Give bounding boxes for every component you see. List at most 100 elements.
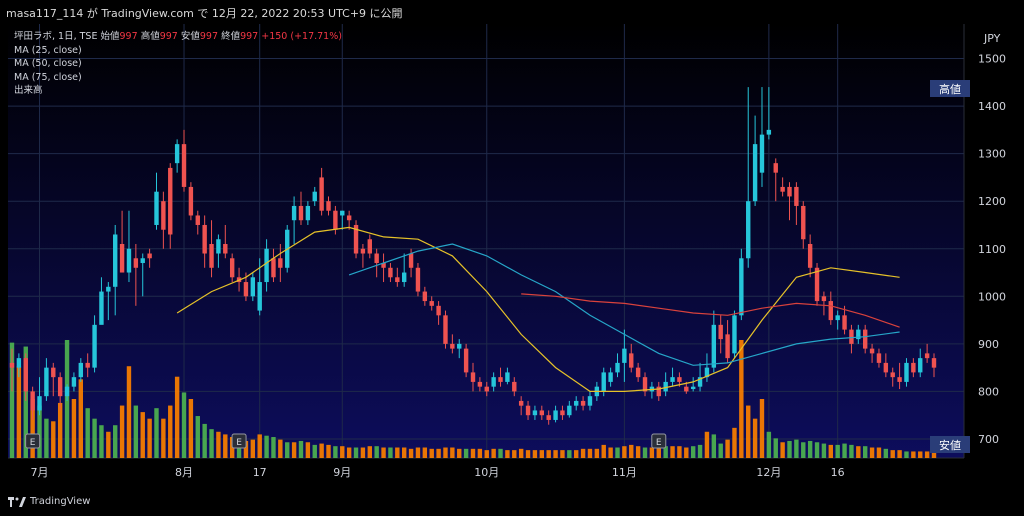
candle-body[interactable] xyxy=(346,215,352,221)
candle-body[interactable] xyxy=(615,362,620,373)
candle-body[interactable] xyxy=(904,362,909,382)
candle-body[interactable] xyxy=(918,358,923,373)
candle-body[interactable] xyxy=(367,239,372,254)
candle-body[interactable] xyxy=(340,210,345,216)
candle-body[interactable] xyxy=(37,396,42,411)
candle-body[interactable] xyxy=(525,405,531,416)
candle-body[interactable] xyxy=(133,258,139,268)
candle-body[interactable] xyxy=(711,324,717,368)
candle-body[interactable] xyxy=(931,358,937,368)
candle-body[interactable] xyxy=(250,277,256,297)
candle-body[interactable] xyxy=(422,291,428,302)
candle-body[interactable] xyxy=(92,324,97,368)
candle-body[interactable] xyxy=(216,239,221,254)
candle-body[interactable] xyxy=(443,315,448,344)
candle-body[interactable] xyxy=(553,410,558,420)
candle-body[interactable] xyxy=(388,267,393,278)
candle-body[interactable] xyxy=(601,372,606,392)
candle-body[interactable] xyxy=(539,410,545,416)
candle-body[interactable] xyxy=(814,267,820,302)
candle-body[interactable] xyxy=(264,248,269,283)
candle-body[interactable] xyxy=(429,301,434,306)
candle-body[interactable] xyxy=(271,258,276,278)
candle-body[interactable] xyxy=(842,315,847,330)
candle-body[interactable] xyxy=(278,258,283,268)
candle-body[interactable] xyxy=(305,205,311,221)
candle-body[interactable] xyxy=(319,177,324,211)
candle-body[interactable] xyxy=(395,277,400,283)
candle-body[interactable] xyxy=(140,258,145,264)
candle-body[interactable] xyxy=(16,358,22,368)
candle-body[interactable] xyxy=(188,186,194,216)
candle-body[interactable] xyxy=(732,315,737,354)
candle-body[interactable] xyxy=(635,367,641,378)
candle-body[interactable] xyxy=(312,191,317,202)
candle-body[interactable] xyxy=(408,253,414,268)
chart-frame[interactable]: E E E 700 800 900 1000 1100 1200 1300 1400 1500 7月… xyxy=(8,24,1016,488)
candle-body[interactable] xyxy=(746,201,751,259)
ohlc-legend-row[interactable]: 坪田ラボ, 1日, TSE 始値997 高値997 安値997 終値997 +1… xyxy=(14,30,342,44)
candle-body[interactable] xyxy=(381,263,386,268)
candle-body[interactable] xyxy=(684,386,689,392)
candle-body[interactable] xyxy=(876,353,882,363)
candle-body[interactable] xyxy=(78,362,84,378)
ma50-legend[interactable]: MA (50, close) xyxy=(14,58,82,69)
volume-legend[interactable]: 出来高 xyxy=(14,85,43,96)
candle-body[interactable] xyxy=(291,205,297,221)
candle-body[interactable] xyxy=(30,391,35,411)
candle-body[interactable] xyxy=(835,315,840,321)
earnings-marker[interactable] xyxy=(231,433,247,449)
candle-body[interactable] xyxy=(374,253,379,264)
candle-body[interactable] xyxy=(897,377,902,382)
candle-body[interactable] xyxy=(512,381,517,392)
candle-body[interactable] xyxy=(229,258,235,278)
candle-body[interactable] xyxy=(608,372,613,382)
candle-body[interactable] xyxy=(154,191,159,225)
candle-body[interactable] xyxy=(401,272,407,283)
candle-body[interactable] xyxy=(828,301,833,321)
candle-body[interactable] xyxy=(106,286,111,292)
candle-body[interactable] xyxy=(518,400,524,406)
candle-body[interactable] xyxy=(622,348,627,363)
candle-body[interactable] xyxy=(690,386,696,390)
earnings-marker[interactable] xyxy=(651,433,667,449)
candle-body[interactable] xyxy=(44,367,49,397)
candle-body[interactable] xyxy=(326,201,331,211)
candle-body[interactable] xyxy=(450,343,455,349)
candle-body[interactable] xyxy=(663,381,668,392)
candle-body[interactable] xyxy=(869,348,875,354)
candle-body[interactable] xyxy=(333,210,338,230)
candle-body[interactable] xyxy=(567,405,572,416)
candle-body[interactable] xyxy=(463,348,469,373)
candle-body[interactable] xyxy=(801,205,806,240)
candle-body[interactable] xyxy=(759,134,765,173)
candle-body[interactable] xyxy=(546,415,551,420)
candle-body[interactable] xyxy=(99,291,104,325)
candle-body[interactable] xyxy=(57,377,63,397)
candle-body[interactable] xyxy=(725,334,730,359)
candle-body[interactable] xyxy=(794,186,799,206)
candle-body[interactable] xyxy=(181,144,187,187)
ma75-legend[interactable]: MA (75, close) xyxy=(14,71,82,83)
candle-body[interactable] xyxy=(298,205,304,221)
candle-body[interactable] xyxy=(821,296,827,302)
candle-body[interactable] xyxy=(85,362,90,368)
tradingview-logo[interactable]: TradingView xyxy=(8,496,90,507)
candle-body[interactable] xyxy=(911,362,916,373)
candle-body[interactable] xyxy=(677,377,682,382)
candle-body[interactable] xyxy=(360,248,366,254)
candle-body[interactable] xyxy=(856,329,861,340)
candle-body[interactable] xyxy=(353,224,359,254)
candle-body[interactable] xyxy=(223,244,228,254)
candle-body[interactable] xyxy=(168,167,173,235)
earnings-marker[interactable] xyxy=(25,433,41,449)
candle-body[interactable] xyxy=(195,215,200,225)
candle-body[interactable] xyxy=(9,362,15,368)
candle-body[interactable] xyxy=(883,362,889,373)
candle-body[interactable] xyxy=(498,377,503,382)
candle-body[interactable] xyxy=(23,358,28,392)
candle-body[interactable] xyxy=(51,367,56,378)
candle-body[interactable] xyxy=(890,372,895,378)
candle-body[interactable] xyxy=(787,186,792,197)
candle-body[interactable] xyxy=(436,305,441,316)
